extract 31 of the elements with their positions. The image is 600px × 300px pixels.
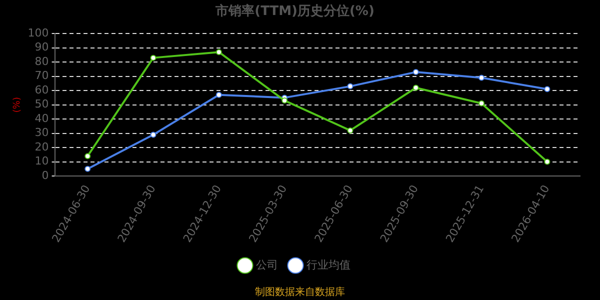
- point: [478, 74, 485, 81]
- point: [347, 83, 354, 90]
- point: [347, 127, 354, 134]
- y-tick-label: 20: [34, 140, 49, 154]
- legend-label: 行业均值: [306, 258, 350, 272]
- y-tick-label: 30: [34, 126, 49, 140]
- y-tick-label: 80: [34, 54, 49, 68]
- y-tick-label: 0: [42, 168, 49, 182]
- point: [216, 92, 222, 98]
- point: [216, 49, 222, 56]
- point: [282, 98, 288, 104]
- y-tick-label: 70: [34, 69, 49, 82]
- point: [150, 132, 156, 138]
- point: [544, 158, 550, 165]
- text: 制图数据来自数据库: [254, 286, 346, 299]
- point: [412, 69, 419, 76]
- y-tick-label: 10: [34, 154, 49, 168]
- y-tick-label: 40: [34, 112, 49, 125]
- legend-label: 公司: [256, 258, 278, 272]
- point: [84, 153, 91, 160]
- y-tick-label: 60: [34, 83, 49, 96]
- point: [412, 84, 419, 91]
- y-tick-label: 100: [28, 26, 49, 40]
- point: [544, 86, 550, 92]
- point: [84, 166, 91, 172]
- point: [150, 54, 156, 61]
- chart-title: 市销率(TTM)历史分位(%): [214, 3, 374, 20]
- y-axis-title: (%): [12, 97, 23, 113]
- y-tick-label: 90: [34, 40, 49, 54]
- point: [478, 100, 485, 106]
- y-tick-label: 50: [34, 98, 49, 111]
